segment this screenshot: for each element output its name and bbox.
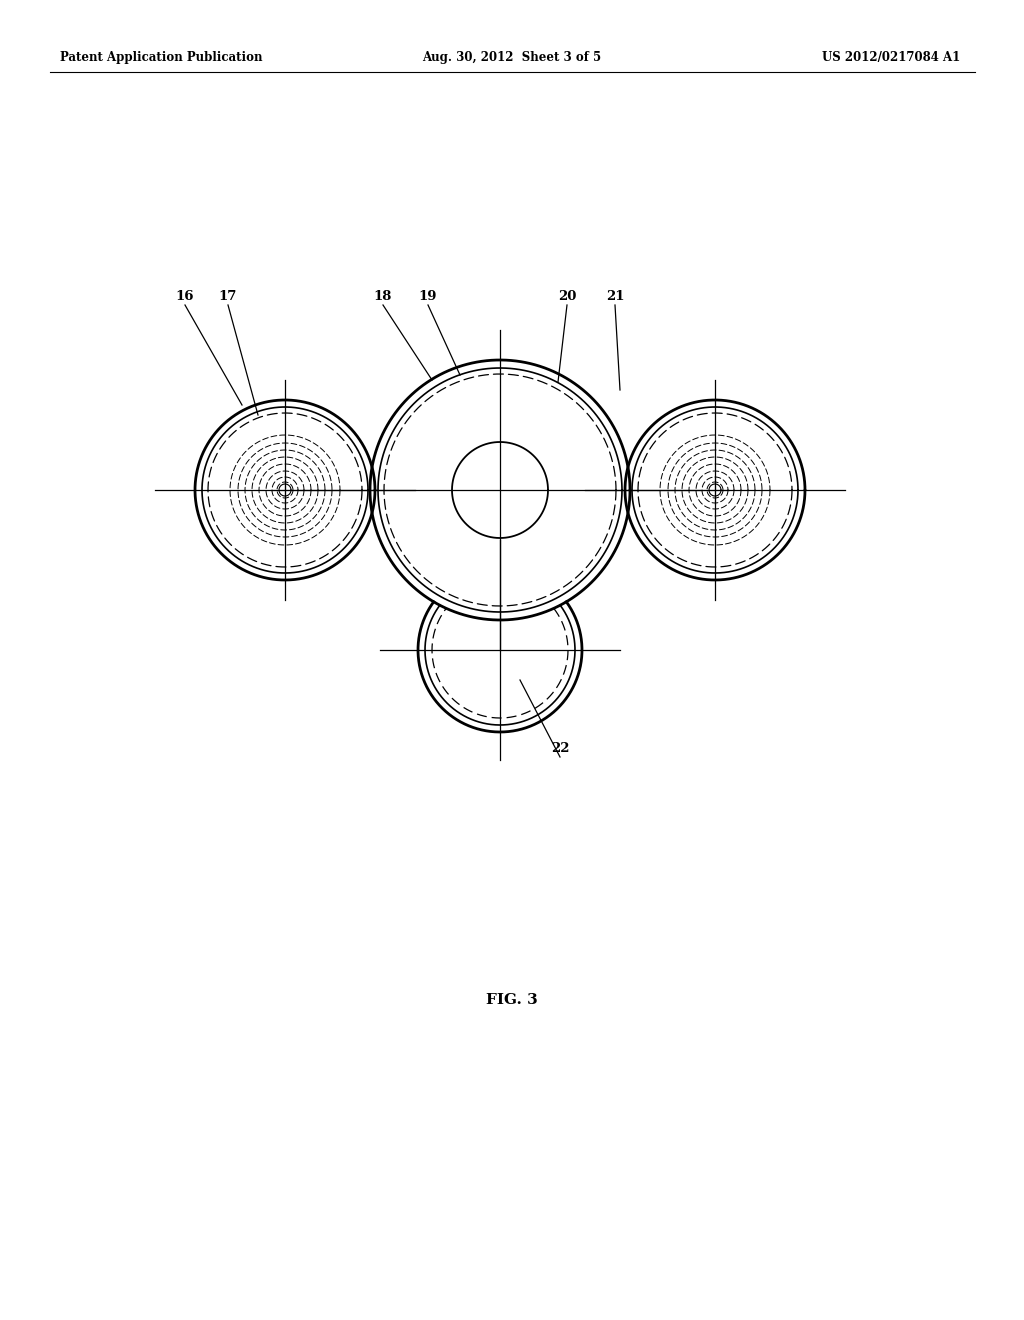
- Text: 19: 19: [419, 290, 437, 304]
- Text: 16: 16: [176, 290, 195, 304]
- Text: Patent Application Publication: Patent Application Publication: [60, 50, 262, 63]
- Text: 18: 18: [374, 290, 392, 304]
- Text: US 2012/0217084 A1: US 2012/0217084 A1: [821, 50, 961, 63]
- Text: 20: 20: [558, 290, 577, 304]
- Text: 17: 17: [219, 290, 238, 304]
- Text: 22: 22: [551, 742, 569, 755]
- Text: Aug. 30, 2012  Sheet 3 of 5: Aug. 30, 2012 Sheet 3 of 5: [423, 50, 601, 63]
- Text: FIG. 3: FIG. 3: [486, 993, 538, 1007]
- Text: 21: 21: [606, 290, 625, 304]
